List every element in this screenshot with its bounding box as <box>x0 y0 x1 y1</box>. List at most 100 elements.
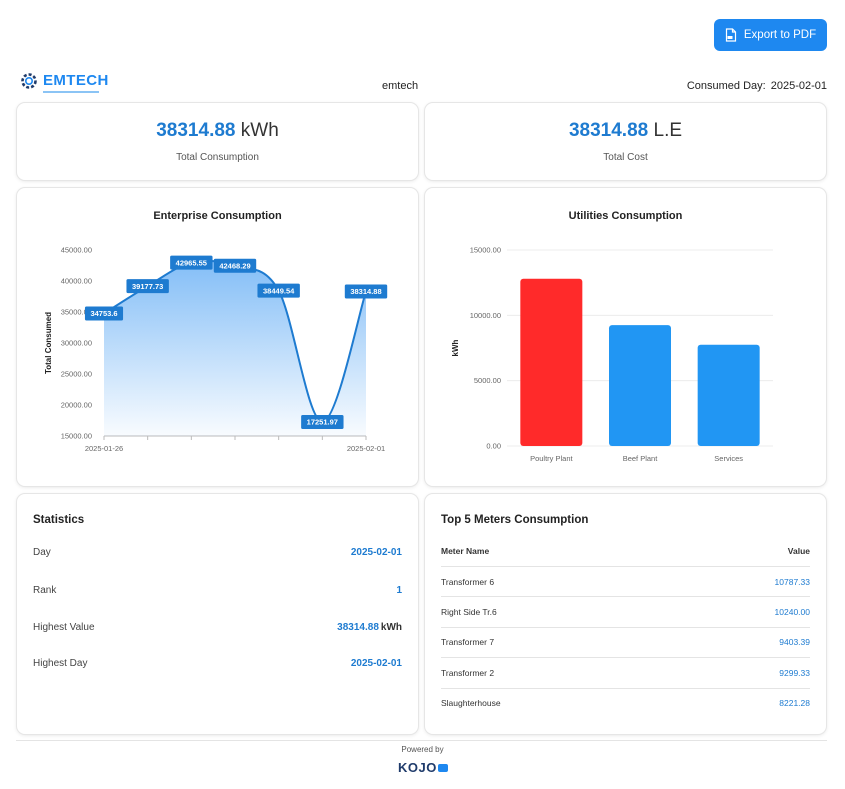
footer-divider <box>16 740 827 741</box>
company-logo: EMTECH <box>18 71 109 95</box>
data-label: 38449.54 <box>263 286 295 295</box>
stat-label: Highest Value <box>33 622 95 633</box>
total-cost-number: 38314.88 <box>568 120 649 141</box>
stat-unit: kWh <box>380 622 402 633</box>
statistics-title: Statistics <box>33 514 85 526</box>
top-meters-title: Top 5 Meters Consumption <box>441 514 589 526</box>
consumed-day-label: Consumed Day: <box>686 80 766 92</box>
meter-name: Transformer 6 <box>441 576 495 587</box>
meter-value: 10787.33 <box>774 576 810 587</box>
data-label: 42965.55 <box>176 258 207 267</box>
table-row[interactable]: Transformer 6 10787.33 <box>441 566 810 596</box>
y-tick-label: 5000.00 <box>474 376 501 385</box>
y-tick-label: 45000.00 <box>61 246 92 255</box>
export-pdf-button[interactable]: Export to PDF <box>714 19 827 51</box>
y-tick-label: 40000.00 <box>61 277 92 286</box>
stat-label: Highest Day <box>33 658 88 669</box>
kojo-badge-icon <box>437 763 448 772</box>
stat-label: Day <box>33 547 51 558</box>
bar <box>609 325 671 446</box>
data-label-box <box>84 306 124 321</box>
table-row[interactable]: Slaughterhouse 8221.28 <box>441 687 810 718</box>
stat-value: 38314.88 <box>337 622 379 633</box>
data-label: 42468.29 <box>219 261 250 270</box>
meter-name: Right Side Tr.6 <box>441 607 497 618</box>
series-area <box>104 260 366 436</box>
total-consumption-card: 38314.88 kWh Total Consumption <box>17 103 418 180</box>
statistics-card: Statistics Day 2025-02-01 Rank 1 Highest… <box>17 494 418 734</box>
total-cost-label: Total Cost <box>603 152 648 163</box>
utilities-consumption-chart: 0.00 5000.00 10000.00 15000.00 kWh Poultry Pl… <box>451 246 773 463</box>
stat-row-highest-day: Highest Day 2025-02-01 <box>33 658 402 669</box>
total-cost-value: 38314.88 L.E <box>569 120 682 142</box>
kojo-logo: KOJO <box>398 760 448 775</box>
y-tick-label: 30000.00 <box>61 339 92 348</box>
meter-name: Transformer 7 <box>441 637 495 648</box>
total-consumption-value: 38314.88 kWh <box>156 120 279 142</box>
total-consumption-unit: kWh <box>240 120 279 141</box>
y-tick-label: 25000.00 <box>61 370 92 379</box>
table-row[interactable]: Right Side Tr.6 10240.00 <box>441 596 810 626</box>
pdf-file-icon <box>725 28 737 42</box>
y-tick-label: 15000.00 <box>470 246 501 255</box>
stat-row-highest-value: Highest Value 38314.88 kWh <box>33 622 402 633</box>
top-meters-card: Top 5 Meters Consumption Meter Name Valu… <box>425 494 826 734</box>
stat-row-day: Day 2025-02-01 <box>33 547 402 558</box>
data-label-box <box>213 258 257 273</box>
consumed-day-value: 2025-02-01 <box>770 80 827 92</box>
total-consumption-number: 38314.88 <box>156 120 236 141</box>
stat-value: 2025-02-01 <box>350 658 402 669</box>
utilities-consumption-card: Utilities Consumption 0.00 5000.00 10000.0… <box>425 188 826 486</box>
data-label: 39177.73 <box>132 282 163 291</box>
table-row[interactable]: Transformer 7 9403.39 <box>441 626 810 657</box>
meter-value: 10240.00 <box>774 607 810 618</box>
enterprise-name: emtech <box>382 80 419 92</box>
stat-value: 1 <box>396 585 402 596</box>
x-tick-label: Beef Plant <box>623 454 659 463</box>
y-axis-title: kWh <box>451 339 460 356</box>
utilities-chart-title: Utilities Consumption <box>568 210 683 222</box>
gear-icon <box>18 70 40 97</box>
data-label-box <box>170 255 213 270</box>
meters-table-header: Meter Name Value <box>441 546 810 556</box>
enterprise-consumption-card: Enterprise Consumption 15000.00 20000.00 2… <box>17 188 418 486</box>
data-label-box <box>257 283 300 298</box>
y-tick-label: 10000.00 <box>470 311 501 320</box>
total-cost-card: 38314.88 L.E Total Cost <box>425 103 826 180</box>
enterprise-consumption-chart: 15000.00 20000.00 25000.00 30000.00 35000.00… <box>44 246 388 453</box>
data-label: 17251.97 <box>307 418 338 427</box>
bar <box>520 278 583 446</box>
data-label-box <box>301 415 344 430</box>
y-tick-label: 15000.00 <box>61 432 92 441</box>
data-label: 38314.88 <box>350 287 381 296</box>
enterprise-chart-title: Enterprise Consumption <box>153 210 282 222</box>
x-tick-label: 2025-02-01 <box>347 444 385 453</box>
meter-name: Transformer 2 <box>441 667 495 678</box>
data-label-box <box>126 279 169 294</box>
total-consumption-label: Total Consumption <box>176 152 259 163</box>
meters-table-body: Transformer 6 10787.33 Right Side Tr.6 1… <box>441 566 810 718</box>
x-tick-label: Services <box>714 454 743 463</box>
export-pdf-label: Export to PDF <box>743 29 817 41</box>
stat-label: Rank <box>33 585 57 596</box>
meter-value: 9299.33 <box>779 667 810 678</box>
logo-underline <box>43 91 99 93</box>
data-label: 34753.6 <box>90 309 117 318</box>
bar <box>697 344 760 446</box>
consumed-day: Consumed Day: 2025-02-01 <box>687 80 827 92</box>
kojo-brand-text: KOJO <box>398 760 437 775</box>
stat-row-rank: Rank 1 <box>33 585 402 596</box>
column-header-value: Value <box>787 546 810 556</box>
logo-text: EMTECH <box>43 72 109 89</box>
table-row[interactable]: Transformer 2 9299.33 <box>441 657 810 687</box>
x-tick-label: 2025-01-26 <box>85 444 123 453</box>
y-tick-label: 0.00 <box>486 442 501 451</box>
meter-name: Slaughterhouse <box>441 698 501 709</box>
meter-value: 8221.28 <box>779 698 810 709</box>
total-cost-unit: L.E <box>653 120 683 141</box>
column-header-meter-name: Meter Name <box>441 546 490 556</box>
y-tick-label: 20000.00 <box>61 401 92 410</box>
y-axis-title: Total Consumed <box>44 312 53 374</box>
meter-value: 9403.39 <box>779 637 810 648</box>
stat-value: 2025-02-01 <box>350 547 402 558</box>
